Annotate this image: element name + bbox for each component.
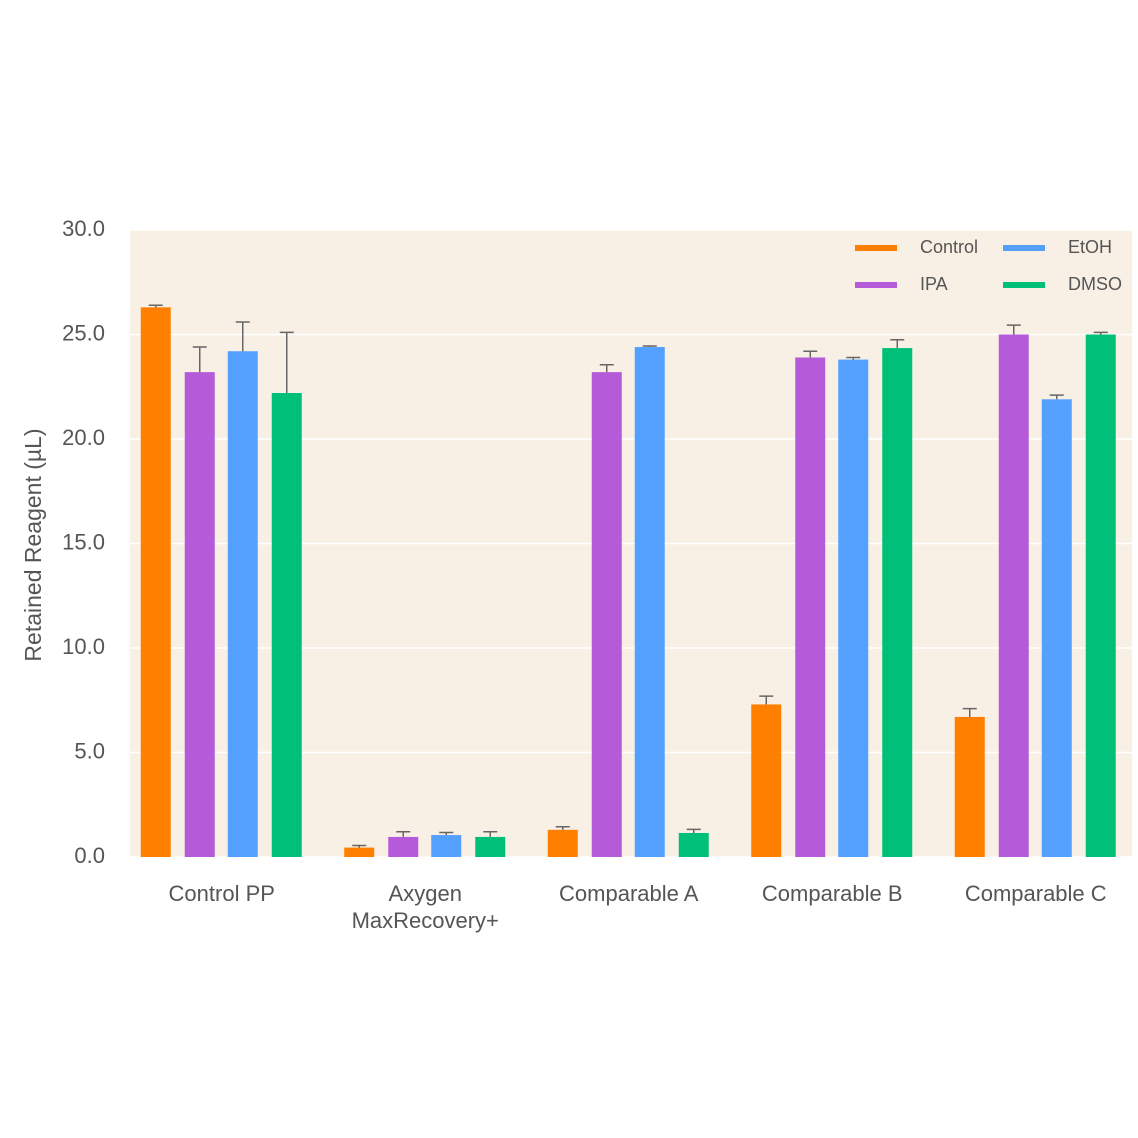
y-tick-label: 10.0 [62, 634, 105, 659]
bar [678, 832, 709, 857]
bar [344, 847, 375, 857]
error-bar [1093, 331, 1108, 335]
error-bar [555, 825, 570, 830]
error-bar [192, 346, 207, 373]
x-tick-label: Comparable A [559, 881, 699, 906]
error-bar [759, 695, 774, 705]
x-tick-label: Comparable C [964, 881, 1107, 906]
y-tick-label: 30.0 [62, 216, 105, 241]
bar [882, 348, 913, 857]
bar [751, 704, 782, 857]
error-bar [279, 331, 294, 394]
x-tick-label: Control PP [168, 881, 275, 906]
bar [271, 393, 302, 857]
y-tick-label: 25.0 [62, 320, 105, 345]
bar [838, 359, 869, 857]
legend-label: EtOH [1068, 237, 1112, 257]
bar [431, 835, 462, 857]
error-bar [483, 830, 498, 837]
bar [1085, 334, 1116, 857]
bar [547, 829, 578, 857]
legend-label: DMSO [1068, 274, 1122, 294]
bar [227, 351, 258, 857]
bar [1041, 399, 1072, 857]
error-bar [846, 356, 861, 360]
error-bar [803, 350, 818, 358]
bar [140, 307, 171, 858]
error-bar [439, 831, 454, 836]
bar [634, 347, 665, 857]
error-bar [235, 321, 250, 352]
error-bar [599, 364, 614, 373]
y-axis-label: Retained Reagent (µL) [20, 428, 46, 661]
x-tick-label: Comparable B [761, 881, 903, 906]
bar [795, 357, 826, 857]
y-tick-label: 5.0 [74, 738, 105, 763]
y-tick-label: 15.0 [62, 529, 105, 554]
error-bar [1049, 394, 1064, 400]
legend-label: Control [920, 237, 978, 257]
bar [591, 372, 622, 857]
error-bar [890, 338, 905, 349]
error-bar [148, 304, 163, 308]
error-bar [642, 345, 657, 348]
bar [998, 334, 1029, 857]
x-tick-label: Axygen MaxRecovery+ [351, 881, 499, 933]
bar [475, 836, 506, 857]
bar [954, 716, 985, 857]
y-tick-label: 20.0 [62, 425, 105, 450]
error-bar [686, 828, 701, 833]
error-bar [396, 830, 411, 837]
bar [184, 372, 215, 857]
legend-label: IPA [920, 274, 948, 294]
y-tick-label: 0.0 [74, 843, 105, 868]
error-bar [352, 844, 367, 848]
error-bar [1006, 324, 1021, 335]
error-bar [962, 707, 977, 717]
bar [388, 836, 419, 857]
